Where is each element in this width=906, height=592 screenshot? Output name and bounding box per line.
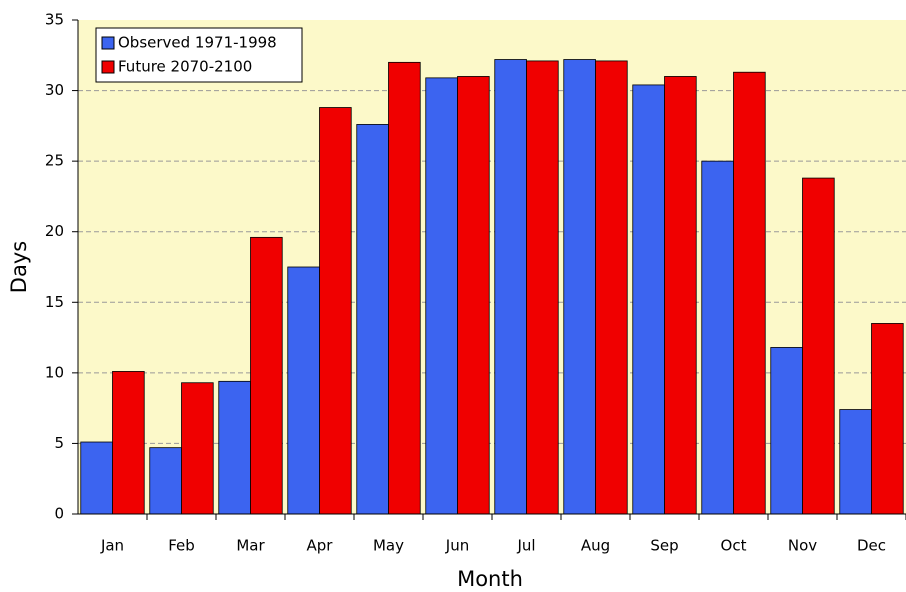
bar: [595, 60, 628, 515]
bar: [218, 380, 251, 515]
y-tick-label: 10: [45, 363, 64, 381]
bar: [112, 371, 145, 515]
bar: [388, 61, 421, 515]
bar: [250, 236, 283, 515]
y-tick-label: 0: [54, 505, 64, 523]
legend-swatch: [101, 60, 115, 74]
bar: [664, 76, 697, 515]
x-tick-label: Aug: [581, 537, 610, 555]
plot-area: [78, 20, 906, 514]
x-axis-title: Month: [457, 567, 523, 591]
bar: [80, 441, 113, 515]
bar: [871, 323, 904, 515]
y-tick-label: 15: [45, 293, 64, 311]
y-tick-label: 20: [45, 222, 64, 240]
y-tick-label: 30: [45, 81, 64, 99]
x-tick-label: May: [373, 537, 404, 555]
legend-label: Future 2070-2100: [118, 58, 252, 76]
x-tick-label: Feb: [168, 537, 195, 555]
x-tick-label: Oct: [721, 537, 747, 555]
bar: [319, 107, 352, 515]
x-tick-label: Mar: [236, 537, 265, 555]
bar: [287, 266, 320, 515]
y-axis-title: Days: [7, 241, 31, 293]
x-tick-label: Jul: [516, 537, 535, 555]
bar: [494, 59, 527, 515]
bar: [632, 84, 665, 515]
legend-swatch: [101, 36, 115, 50]
legend-box: [95, 27, 303, 83]
bar: [457, 76, 490, 515]
x-tick-label: Jun: [445, 537, 469, 555]
x-tick-label: Dec: [857, 537, 886, 555]
bar: [839, 409, 872, 515]
bar: [733, 71, 766, 515]
x-tick-label: Jan: [100, 537, 124, 555]
bar: [563, 59, 596, 515]
bar: [526, 60, 559, 515]
bar: [149, 447, 182, 515]
y-tick-label: 5: [54, 434, 64, 452]
x-tick-label: Apr: [307, 537, 334, 555]
bar: [770, 347, 803, 515]
bar: [181, 382, 214, 515]
bar: [356, 124, 389, 515]
bar: [802, 177, 835, 515]
bar: [701, 160, 734, 515]
y-tick-label: 35: [45, 11, 64, 29]
y-tick-label: 25: [45, 152, 64, 170]
bar: [425, 77, 458, 515]
x-tick-label: Nov: [788, 537, 817, 555]
x-tick-label: Sep: [650, 537, 678, 555]
legend-label: Observed 1971-1998: [118, 34, 277, 52]
